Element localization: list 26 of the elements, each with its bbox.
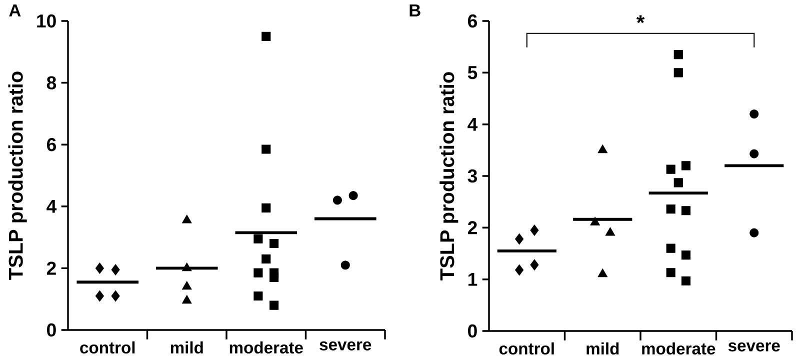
y-tick-label: 2	[468, 221, 477, 234]
y-axis-title: TSLP production ratio	[8, 72, 27, 280]
y-tick-label: 10	[37, 14, 56, 28]
x-tick-label: control	[80, 341, 135, 354]
y-tick-label: 0	[47, 323, 56, 337]
y-axis-title: TSLP production ratio	[440, 72, 458, 280]
x-tick-label: severe	[320, 341, 372, 350]
x-tick-label: control	[499, 342, 554, 355]
x-tick-label: severe	[728, 342, 780, 352]
y-tick-label: 1	[468, 272, 478, 286]
chart-title: B	[410, 4, 420, 16]
annotation: *	[636, 15, 645, 24]
x-tick-label: moderate	[230, 341, 303, 354]
x-tick-label: moderate	[642, 342, 716, 355]
y-tick-label: 8	[46, 76, 56, 90]
chart-title: A	[9, 4, 21, 16]
y-tick-label: 6	[46, 138, 56, 152]
x-tick-label: mild	[586, 342, 619, 355]
y-tick-label: 6	[468, 14, 477, 28]
y-tick-label: 2	[46, 262, 56, 275]
y-tick-label: 3	[468, 169, 477, 183]
x-tick-label: mild	[170, 341, 203, 354]
y-tick-label: 0	[468, 324, 477, 338]
y-tick-label: 5	[468, 66, 478, 80]
y-tick-label: 4	[468, 118, 478, 131]
y-tick-label: 4	[46, 200, 57, 213]
